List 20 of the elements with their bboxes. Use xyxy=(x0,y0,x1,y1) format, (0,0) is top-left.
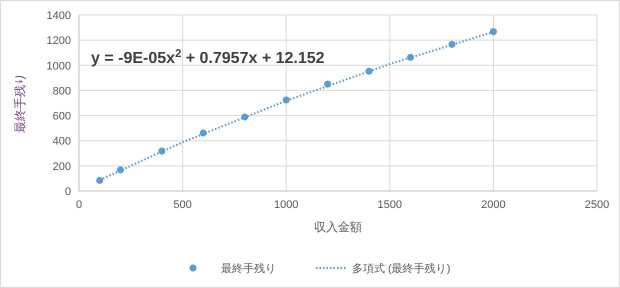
legend-label: 最終手残り xyxy=(221,262,276,275)
x-tick-label: 2500 xyxy=(584,199,610,211)
y-tick-label: 0 xyxy=(64,186,71,198)
y-tick-label: 600 xyxy=(52,110,71,123)
y-tick-label: 400 xyxy=(52,136,71,148)
y-tick-label: 200 xyxy=(52,160,71,173)
y-tick-label: 1000 xyxy=(46,60,71,72)
y-tick-label: 800 xyxy=(52,85,71,98)
x-tick-label: 2000 xyxy=(481,199,506,211)
x-tick-label: 500 xyxy=(173,199,192,211)
x-axis-title: 収入金額 xyxy=(314,220,362,234)
x-tick-label: 1500 xyxy=(378,199,402,211)
point xyxy=(490,28,497,36)
annotation: y = -9E-05x$^{2}$ + 0.7957x + 12.152 xyxy=(91,48,325,67)
y-tick-label: 1200 xyxy=(46,35,71,48)
legend-label: 多項式 (最終手残り) xyxy=(352,262,450,275)
y-tick-label: 1400 xyxy=(46,10,71,22)
x-tick-label: 1000 xyxy=(274,199,298,211)
y-axis-title: 最終手残り xyxy=(13,73,27,133)
x-tick-label: 0 xyxy=(76,199,82,211)
